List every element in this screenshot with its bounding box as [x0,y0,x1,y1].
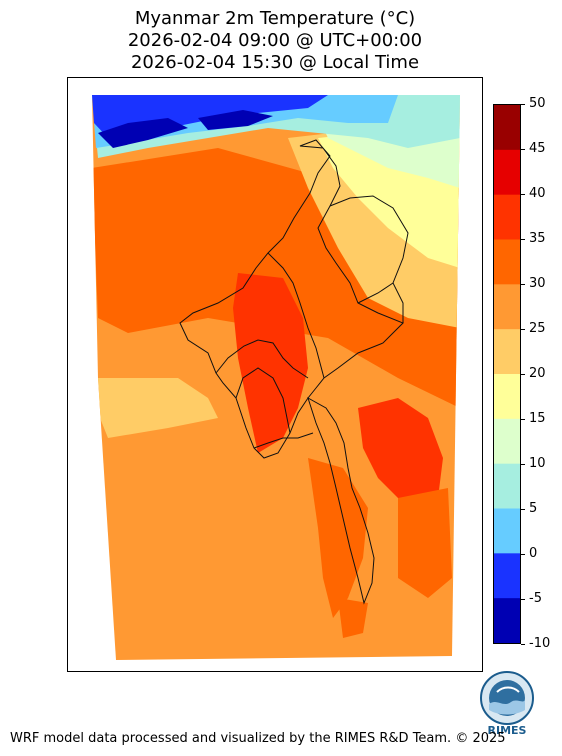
map-title-local-time: 2026-02-04 15:30 @ Local Time [130,52,420,73]
field-35-40-east [358,398,443,508]
colorbar [493,104,521,644]
colorbar-tick-label: 45 [521,142,546,156]
colorbar-tick-label: 20 [521,367,546,381]
rimes-logo: RIMES [475,670,539,738]
colorbar-tick-label: 40 [521,187,546,201]
colorbar-bin [494,508,520,554]
colorbar-bin [494,239,520,285]
credit-footer: WRF model data processed and visualized … [10,731,506,746]
colorbar-bin [494,284,520,330]
field-30-35-south [308,458,368,618]
colorbar-tick-label: 0 [521,547,537,561]
rimes-logo-text: RIMES [487,724,527,737]
field-minus10-minus5 [98,118,188,148]
temperature-field [92,95,460,660]
colorbar-bin [494,598,520,643]
colorbar-tick-label: 10 [521,457,546,471]
country-borders [179,139,409,605]
colorbar-tick-label: 5 [521,502,537,516]
field-20-25-west [98,378,218,438]
colorbar-bin [494,418,520,465]
colorbar-tick-label: -5 [521,592,542,606]
colorbar-bins [494,105,520,643]
colorbar-bin [494,374,520,420]
colorbar-tick-label: 35 [521,232,546,246]
colorbar-bin [494,105,520,151]
field-35-40-central [233,273,308,453]
colorbar-tick-label: 30 [521,277,546,291]
colorbar-tick-label: 15 [521,412,546,426]
colorbar-tick-label: -10 [521,637,550,651]
colorbar-bin [494,553,520,599]
colorbar-bin [494,463,520,509]
map-title-utc-time: 2026-02-04 09:00 @ UTC+00:00 [127,30,423,51]
colorbar-bin [494,149,520,196]
colorbar-bin [494,329,520,375]
colorbar-tick-label: 50 [521,97,546,111]
colorbar-tick-label: 25 [521,322,546,336]
colorbar-bin [494,194,520,240]
temperature-map: RIMES [67,77,534,737]
map-title-variable: Myanmar 2m Temperature (°C) [134,8,416,29]
